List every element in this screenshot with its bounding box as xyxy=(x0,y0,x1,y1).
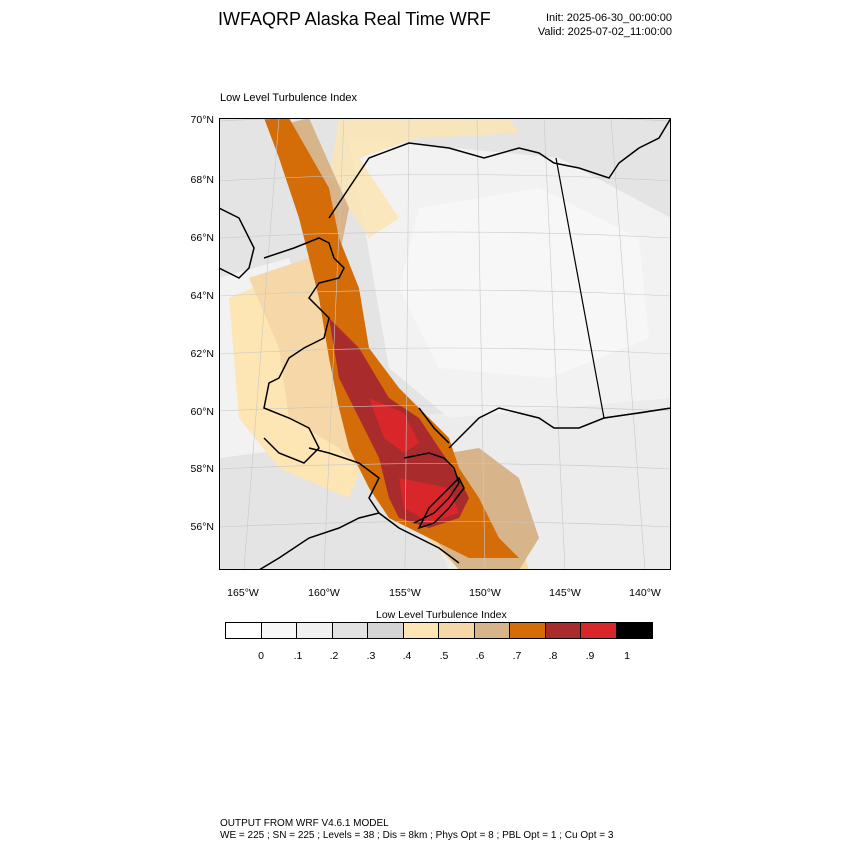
colorbar-box xyxy=(332,623,368,638)
lat-label: 64°N xyxy=(190,290,214,302)
colorbar-box xyxy=(581,623,617,638)
lat-label: 62°N xyxy=(190,348,214,360)
colorbar-box xyxy=(297,623,333,638)
lon-label: 140°W xyxy=(629,587,661,599)
border-lines xyxy=(555,157,671,419)
colorbar-label: .4 xyxy=(402,650,412,662)
turbulence-map xyxy=(219,118,671,570)
field-orange-band xyxy=(264,118,519,558)
colorbar-box xyxy=(510,623,546,638)
colorbar-box xyxy=(439,623,475,638)
colorbar-box xyxy=(474,623,510,638)
field-red-hotspot-b xyxy=(399,478,459,523)
colorbar-label: .3 xyxy=(366,650,376,662)
colorbar-box xyxy=(226,623,262,638)
lat-label: 56°N xyxy=(190,521,214,533)
field-interior-specks xyxy=(399,188,649,378)
colorbar-label: .6 xyxy=(475,650,485,662)
field-red-hotspot-a xyxy=(369,398,419,453)
colorbar-label: .8 xyxy=(548,650,558,662)
plot-title: IWFAQRP Alaska Real Time WRF xyxy=(218,9,491,29)
colorbar-label: 1 xyxy=(624,650,630,662)
valid-time: Valid: 2025-07-02_11:00:00 xyxy=(537,26,672,38)
colorbar-label: .9 xyxy=(585,650,595,662)
colorbar-label: .1 xyxy=(293,650,303,662)
colorbar-title: Low Level Turbulence Index xyxy=(376,609,507,621)
lon-label: 160°W xyxy=(308,587,340,599)
colorbar-label: 0 xyxy=(258,650,264,662)
map-frame xyxy=(219,118,671,570)
lat-label: 66°N xyxy=(190,232,214,244)
colorbar-label: .7 xyxy=(512,650,522,662)
colorbar-box xyxy=(368,623,404,638)
lat-label: 68°N xyxy=(190,174,214,186)
colorbar-box xyxy=(261,623,297,638)
lon-label: 145°W xyxy=(549,587,581,599)
init-time: Init: 2025-06-30_00:00:00 xyxy=(546,12,672,24)
model-footer-line2: WE = 225 ; SN = 225 ; Levels = 38 ; Dis … xyxy=(220,830,614,841)
colorbar-box xyxy=(616,623,652,638)
lon-label: 150°W xyxy=(469,587,501,599)
colorbar-label: .5 xyxy=(439,650,449,662)
lat-label: 60°N xyxy=(190,406,214,418)
lat-label: 70°N xyxy=(190,114,214,126)
lon-label: 165°W xyxy=(227,587,259,599)
model-footer-line1: OUTPUT FROM WRF V4.6.1 MODEL xyxy=(220,818,389,829)
colorbar xyxy=(225,622,653,639)
colorbar-box xyxy=(403,623,439,638)
colorbar-box xyxy=(545,623,581,638)
field-subtitle: Low Level Turbulence Index xyxy=(220,92,357,104)
field-tan-north xyxy=(219,118,519,238)
lat-label: 58°N xyxy=(190,463,214,475)
graticule xyxy=(219,118,671,570)
lon-label: 155°W xyxy=(389,587,421,599)
colorbar-label: .2 xyxy=(329,650,339,662)
